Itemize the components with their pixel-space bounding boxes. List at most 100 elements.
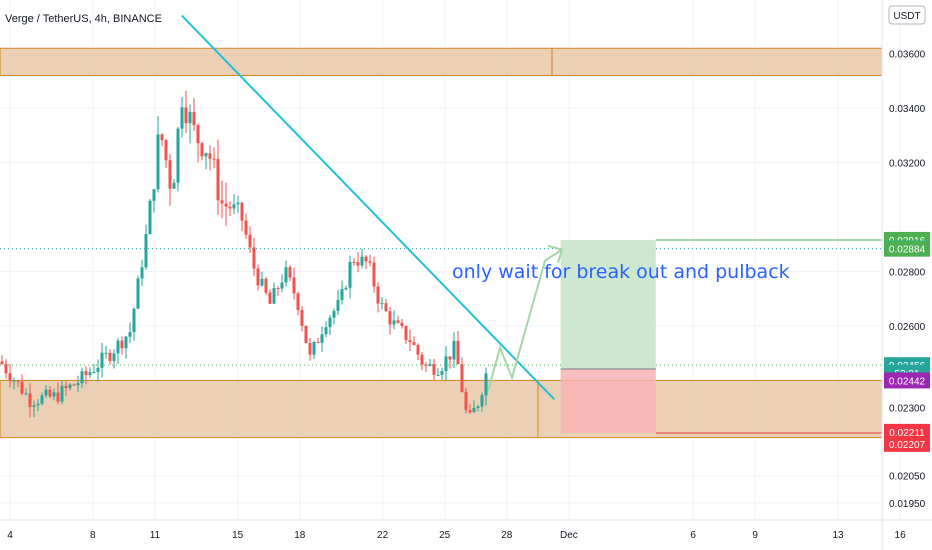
drawings[interactable] xyxy=(181,14,564,401)
candle-body xyxy=(136,278,140,309)
y-tick-label: 0.02800 xyxy=(889,268,926,279)
candle-body xyxy=(448,356,452,360)
price-badge-label: 0.02207 xyxy=(889,440,926,451)
trendline[interactable] xyxy=(181,14,556,401)
candle-body xyxy=(252,247,256,269)
y-tick-label: 0.03600 xyxy=(889,50,926,61)
candle-body xyxy=(404,325,408,341)
candle-body xyxy=(456,340,460,365)
candle-body xyxy=(452,340,456,360)
candle-body xyxy=(360,256,364,266)
candle-body xyxy=(300,310,304,326)
candle-body xyxy=(340,289,344,301)
candle-body xyxy=(96,367,100,373)
x-tick-label: 6 xyxy=(690,530,696,541)
projection-path[interactable] xyxy=(487,248,563,392)
candle-body xyxy=(376,286,380,304)
currency-label: USDT xyxy=(893,11,920,22)
currency-button-box[interactable] xyxy=(888,5,926,25)
candle-body xyxy=(388,311,392,325)
candle-body xyxy=(392,320,396,325)
candle-body xyxy=(84,371,88,376)
candle-body xyxy=(168,160,172,189)
candle-body xyxy=(276,287,280,289)
price-badge xyxy=(884,435,930,452)
candle-body xyxy=(400,322,404,326)
candle-body xyxy=(296,293,300,311)
currency-button[interactable]: USDT xyxy=(888,5,926,25)
candle-body xyxy=(40,395,44,404)
candle-body xyxy=(180,107,184,129)
candle-body xyxy=(240,202,244,221)
candle-body xyxy=(244,220,248,235)
candle-body xyxy=(256,268,260,286)
candle-body xyxy=(112,353,116,361)
candle-body xyxy=(204,153,208,157)
candle-body xyxy=(332,310,336,318)
x-tick-label: 28 xyxy=(501,530,513,541)
chart-title: Verge / TetherUS, 4h, BINANCE xyxy=(5,13,162,25)
candle-body xyxy=(236,202,240,205)
candle-body xyxy=(372,262,376,287)
candle-body xyxy=(196,125,200,144)
candle-body xyxy=(344,287,348,290)
candle-body xyxy=(44,389,48,396)
candle-body xyxy=(156,134,160,190)
candle-body xyxy=(36,403,40,406)
candle-body xyxy=(248,234,252,248)
candle-body xyxy=(440,371,444,375)
candle-body xyxy=(80,371,84,384)
candle-body xyxy=(72,384,76,386)
candle-body xyxy=(120,340,124,349)
candle-body xyxy=(476,406,480,408)
candle-body xyxy=(228,206,232,209)
candle-body xyxy=(64,385,68,388)
x-tick-label: 8 xyxy=(90,530,96,541)
x-tick-label: 4 xyxy=(7,530,13,541)
candle-body xyxy=(28,393,32,407)
candle-body xyxy=(272,287,276,304)
candle-body xyxy=(484,373,488,396)
candle-body xyxy=(280,282,284,289)
candle-body xyxy=(336,300,340,311)
candle-body xyxy=(16,380,20,382)
candle-body xyxy=(416,344,420,355)
candle-body xyxy=(420,354,424,365)
candle-body xyxy=(108,352,112,361)
candle-body xyxy=(308,342,312,355)
candle-body xyxy=(368,261,372,263)
stop-area[interactable] xyxy=(560,368,656,433)
candle-body xyxy=(316,341,320,343)
candle-body xyxy=(412,342,416,345)
price-badges: 0.029160.028850.028840.0245653:210.02442… xyxy=(884,231,930,452)
candle-body xyxy=(468,410,472,413)
candle-body xyxy=(288,267,292,278)
candle-body xyxy=(124,336,128,349)
candle-body xyxy=(12,380,16,382)
candle-body xyxy=(380,303,384,305)
target-area[interactable] xyxy=(560,239,656,369)
y-tick-label: 0.03400 xyxy=(889,104,926,115)
candle-body xyxy=(188,111,192,124)
candle-body xyxy=(216,159,220,201)
candle-body xyxy=(20,381,24,394)
candle-body xyxy=(304,325,308,343)
candle-body xyxy=(432,364,436,375)
candle-body xyxy=(472,407,476,413)
candle-body xyxy=(0,361,4,365)
candle-body xyxy=(428,364,432,366)
candle-body xyxy=(264,278,268,293)
candle-body xyxy=(140,267,144,279)
x-tick-label: 13 xyxy=(832,530,844,541)
x-tick-label: 9 xyxy=(752,530,758,541)
candle-body xyxy=(60,385,64,402)
annotation-text[interactable]: only wait for break out and pulback xyxy=(452,261,790,283)
candle-body xyxy=(128,332,132,337)
candle-body xyxy=(268,292,272,304)
candle-body xyxy=(200,143,204,157)
candle-body xyxy=(4,364,8,374)
long-position-tool[interactable] xyxy=(560,239,882,434)
candle-body xyxy=(312,341,316,355)
